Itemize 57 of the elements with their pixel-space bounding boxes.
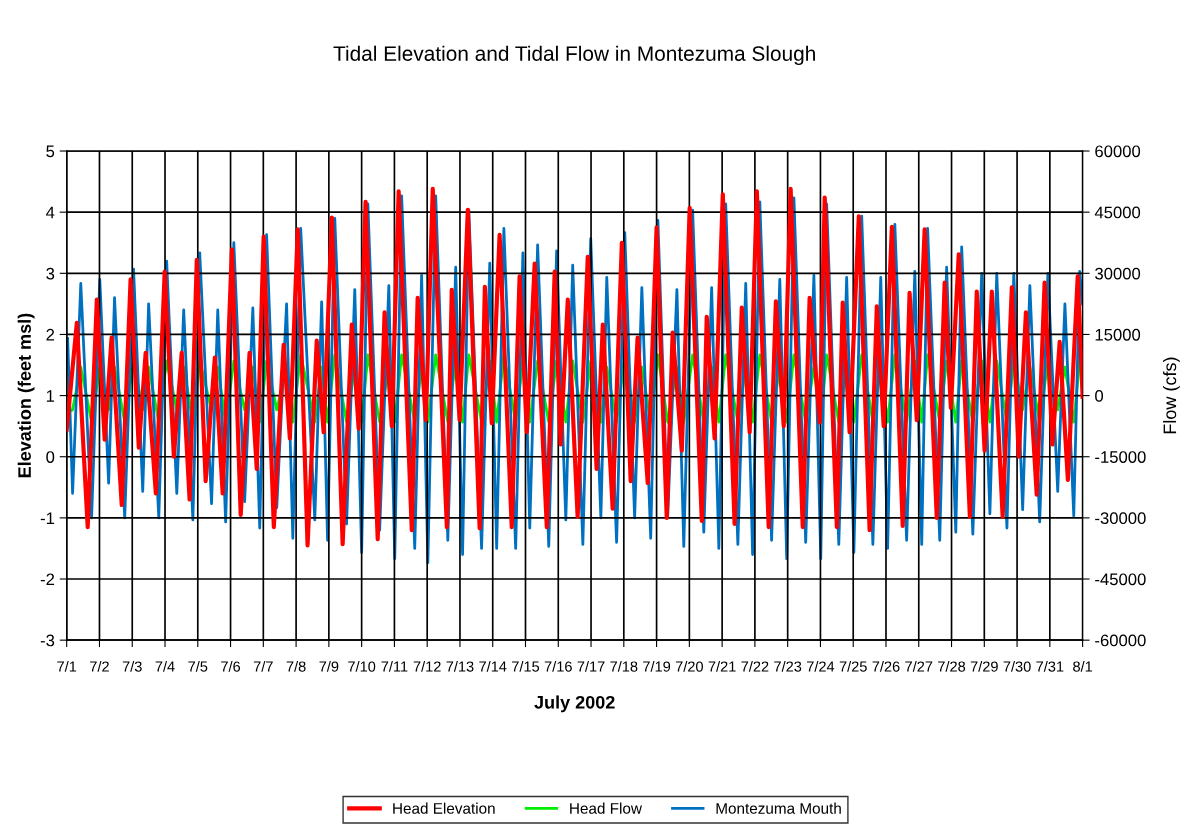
y-tick-label: 3	[46, 267, 55, 280]
legend-label: Head Elevation	[393, 802, 495, 814]
x-tick-label: 7/16	[544, 660, 572, 672]
x-tick-label: 7/24	[807, 660, 835, 672]
x-tick-label: 7/5	[188, 660, 208, 672]
x-axis-title: July 2002	[534, 695, 615, 713]
y2-tick-label: 60000	[1095, 145, 1141, 158]
x-tick-label: 8/1	[1073, 660, 1093, 672]
x-tick-label: 7/27	[905, 660, 933, 672]
x-tick-label: 7/4	[155, 660, 175, 672]
x-tick-label: 7/20	[675, 660, 703, 672]
chart-title: Tidal Elevation and Tidal Flow in Montezuma Slough	[333, 45, 815, 66]
x-tick-label: 7/15	[512, 660, 540, 672]
x-tick-label: 7/28	[938, 660, 966, 672]
x-tick-label: 7/25	[839, 660, 867, 672]
y2-tick-label: -60000	[1095, 634, 1146, 647]
x-tick-label: 7/11	[381, 660, 408, 672]
y-tick-label: 0	[46, 451, 55, 463]
x-tick-label: 7/29	[970, 660, 998, 672]
y-tick-label: 5	[46, 145, 55, 158]
y2-axis-title: Flow (cfs)	[1162, 357, 1180, 434]
x-tick-label: 7/19	[643, 660, 671, 672]
y-tick-label: 2	[46, 328, 55, 341]
legend-label: Head Flow	[570, 802, 642, 814]
y-tick-label: -2	[40, 573, 55, 586]
x-tick-label: 7/13	[446, 660, 474, 672]
x-tick-label: 7/22	[741, 660, 769, 672]
y-tick-label: 1	[46, 390, 55, 402]
x-tick-label: 7/9	[319, 660, 339, 672]
y-tick-label: 4	[46, 206, 55, 219]
y2-tick-label: 30000	[1095, 267, 1141, 280]
x-tick-label: 7/14	[479, 660, 507, 672]
x-tick-label: 7/10	[348, 660, 376, 672]
x-tick-label: 7/17	[577, 660, 605, 672]
y2-tick-label: 15000	[1095, 328, 1141, 341]
x-tick-label: 7/23	[774, 660, 802, 672]
x-tick-label: 7/18	[610, 660, 638, 672]
y-axis-title: Elevation (feet msl)	[17, 313, 35, 478]
y2-tick-label: 45000	[1094, 206, 1141, 219]
x-tick-label: 7/3	[122, 660, 142, 672]
x-tick-label: 7/8	[286, 660, 306, 672]
y2-tick-label: -45000	[1095, 573, 1146, 586]
y2-tick-label: 0	[1095, 389, 1104, 402]
legend-label: Montezuma Mouth	[716, 802, 841, 814]
x-tick-label: 7/6	[221, 660, 241, 672]
y-tick-label: -3	[40, 634, 55, 647]
x-tick-label: 7/1	[57, 660, 77, 672]
x-tick-label: 7/21	[708, 660, 736, 672]
x-tick-label: 7/31	[1036, 660, 1064, 672]
x-tick-label: 7/12	[413, 660, 441, 672]
x-tick-label: 7/7	[253, 660, 273, 672]
y2-tick-label: -30000	[1095, 512, 1146, 525]
x-tick-label: 7/2	[90, 660, 109, 672]
x-tick-label: 7/26	[872, 660, 900, 672]
y-tick-label: -1	[40, 512, 55, 524]
y2-tick-label: -15000	[1095, 451, 1146, 463]
x-tick-label: 7/30	[1003, 660, 1031, 672]
